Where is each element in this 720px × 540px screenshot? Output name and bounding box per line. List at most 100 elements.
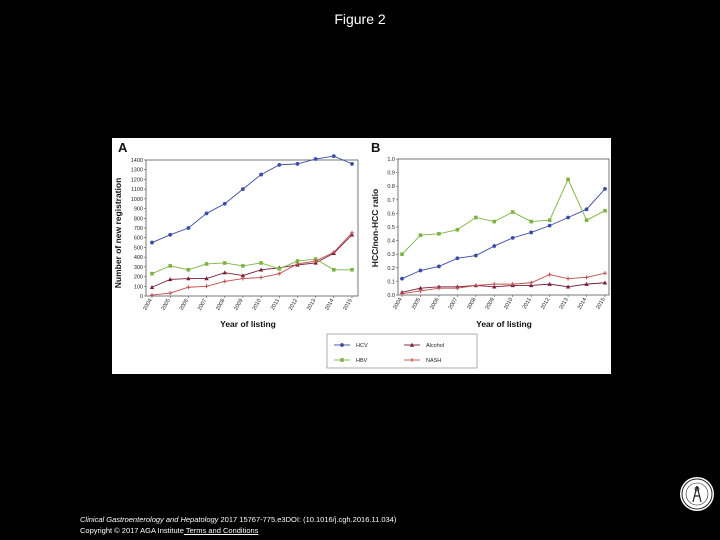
panel-b-hbv-point <box>547 218 552 222</box>
panel-b-ytick-label: 0.3 <box>387 252 395 258</box>
panel-a-xlabel: Year of listing <box>220 319 276 329</box>
panel-a-nash-point <box>350 230 354 235</box>
panel-a-hbv-point <box>277 267 282 271</box>
panel-b-hcv-point <box>510 235 515 240</box>
panel-b-xtick-label: 2008 <box>466 297 477 311</box>
panel-a-alcohol-point <box>204 276 209 281</box>
citation-text: 2017 15767-775.e3DOI: (10.1016/j.cgh.201… <box>218 515 397 524</box>
panel-a-ytick-label: 200 <box>134 275 143 281</box>
panel-b-nash-point <box>455 286 460 291</box>
panel-b-ytick-label: 0.1 <box>387 279 395 285</box>
panel-a-ytick-label: 100 <box>134 284 143 290</box>
panel-b-alcohol-point <box>528 283 534 288</box>
panel-b-nash-line <box>401 272 606 295</box>
panel-b-nash-point <box>400 291 404 296</box>
panel-b-hbv-point <box>529 219 533 224</box>
figure-chart: A 0 100 200 300 400 500 600 700 800 900 1000 1100 12… <box>113 140 610 369</box>
panel-a-nash-point <box>277 271 282 276</box>
panel-a-xtick-label: 2010 <box>252 298 263 312</box>
chart-legend: HCV Alcohol HBV NASH <box>326 333 478 369</box>
panel-b-hcv-line <box>401 188 606 280</box>
panel-a-ytick-label: 1100 <box>131 187 143 193</box>
panel-a-xtick-label: 2009 <box>233 298 244 312</box>
panel-a-xtick-label: 2007 <box>197 298 208 312</box>
panel-b-nash-point <box>418 288 423 293</box>
panel-a: A 0 100 200 300 400 500 600 700 800 900 1000 1100 12… <box>113 140 359 329</box>
panel-a-xtick-label: 2004 <box>142 298 153 312</box>
copyright-text: Copyright © 2017 AGA Institute <box>80 525 184 535</box>
legend-box <box>326 333 478 369</box>
panel-a-xtick-label: 2015 <box>342 298 353 312</box>
legend-alcohol-label: Alcohol <box>426 343 444 349</box>
panel-a-ytick-label: 1200 <box>131 177 143 183</box>
panel-a-hcv-line <box>151 155 353 243</box>
panel-b-xtick-label: 2005 <box>411 297 422 311</box>
panel-b-xtick-label: 2006 <box>429 297 440 311</box>
panel-b-nash-point <box>584 275 589 280</box>
panel-b-alcohol-point <box>418 285 423 290</box>
panel-a-ytick-label: 500 <box>134 245 143 251</box>
panel-b-hcv-point <box>566 215 570 220</box>
panel-a-xtick-label: 2006 <box>179 298 190 312</box>
panel-a-ytick-label: 400 <box>134 255 143 261</box>
panel-b-xtick-label: 2012 <box>540 297 551 311</box>
panel-b-hbv-point <box>400 252 404 256</box>
panel-a-ylabel: Number of new registration <box>113 178 123 289</box>
panel-a-nash-point <box>259 275 264 280</box>
panel-a-alcohol-point <box>240 273 246 278</box>
panel-b-ytick-label: 0.0 <box>387 293 395 299</box>
panel-b-nash-point <box>566 276 571 281</box>
panel-a-ytick-label: 700 <box>134 226 143 232</box>
panel-b-ytick-label: 0.4 <box>387 239 395 245</box>
panel-b-xtick-label: 2015 <box>595 297 606 311</box>
panel-b-nash-point <box>436 286 441 291</box>
panel-b-alcohol-point <box>602 280 608 285</box>
panel-b-hcv-point <box>529 230 534 235</box>
panel-a-hcv-point <box>350 161 354 166</box>
panel-b-hbv-point <box>474 215 478 220</box>
journal-name: Clinical Gastroenterology and Hepatology <box>80 515 219 524</box>
terms-link[interactable]: Terms and Conditions <box>183 525 259 535</box>
panel-b-nash-point <box>547 272 552 277</box>
panel-b-xlabel: Year of listing <box>476 319 532 329</box>
panel-b-ytick-label: 0.9 <box>387 171 395 177</box>
panel-a-xtick-label: 2013 <box>306 298 317 312</box>
panel-a-nash-point <box>186 285 191 290</box>
panel-b-xtick-label: 2010 <box>503 297 514 311</box>
panel-b-alcohol-point <box>547 281 552 286</box>
panel-b-alcohol-point <box>565 284 571 289</box>
panel-b-ytick-label: 0.7 <box>387 198 395 204</box>
legend-hbv-marker <box>340 358 344 362</box>
panel-a-nash-point <box>331 250 336 255</box>
panel-b-ylabel: HCC/non-HCC ratio <box>370 189 380 267</box>
panel-a-hbv-point <box>295 259 300 263</box>
panel-b-hbv-point <box>492 219 497 224</box>
panel-b-ytick-label: 0.8 <box>387 184 395 190</box>
legend-nash-label: NASH <box>426 358 441 364</box>
panel-a-hbv-point <box>332 267 336 272</box>
panel-b-alcohol-line <box>401 282 606 293</box>
panel-b-xtick-label: 2007 <box>448 297 459 311</box>
panel-b-hcv-point <box>473 253 478 258</box>
panel-a-ytick-label: 600 <box>134 236 143 242</box>
panel-b-nash-point <box>473 283 478 288</box>
panel-a-hcv-point <box>259 172 263 177</box>
panel-a-hbv-point <box>168 264 172 268</box>
panel-b-xtick-label: 2014 <box>577 297 588 311</box>
panel-a-nash-point <box>240 276 245 281</box>
panel-b-hcv-point <box>584 207 589 212</box>
panel-a-alcohol-point <box>258 267 264 272</box>
institution-seal-icon <box>680 477 714 511</box>
panel-b-nash-point <box>529 280 534 285</box>
panel-a-xtick-label: 2011 <box>270 298 281 311</box>
panel-b-hbv-point <box>437 232 441 236</box>
panel-b-xtick-label: 2004 <box>392 297 403 311</box>
panel-b-ytick-label: 1.0 <box>387 157 395 163</box>
panel-b-hcv-point <box>400 276 404 281</box>
panel-b-hcv-point <box>455 256 460 261</box>
panel-b-xtick-label: 2011 <box>522 297 533 310</box>
panel-a-hbv-line <box>151 258 352 275</box>
citation-line: Clinical Gastroenterology and Hepatology… <box>80 515 396 526</box>
panel-a-hcv-point <box>331 154 336 159</box>
panel-b-hcv-point <box>603 187 607 191</box>
